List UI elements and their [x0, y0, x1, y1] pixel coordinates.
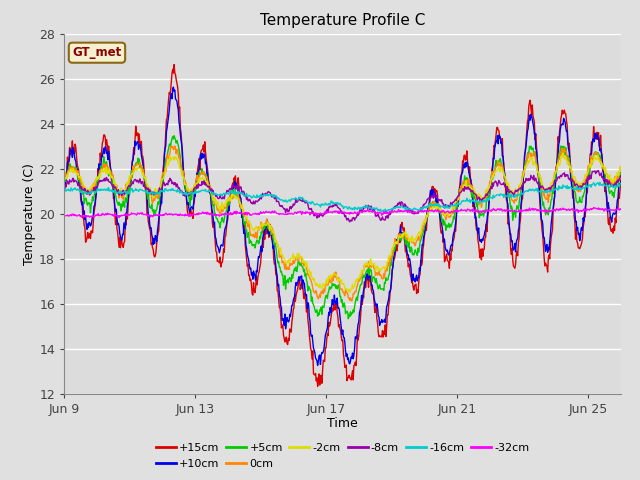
- Y-axis label: Temperature (C): Temperature (C): [23, 163, 36, 264]
- X-axis label: Time: Time: [327, 417, 358, 430]
- Title: Temperature Profile C: Temperature Profile C: [260, 13, 425, 28]
- Legend: +15cm, +10cm, +5cm, 0cm, -2cm, -8cm, -16cm, -32cm: +15cm, +10cm, +5cm, 0cm, -2cm, -8cm, -16…: [151, 439, 534, 473]
- Text: GT_met: GT_met: [72, 46, 122, 59]
